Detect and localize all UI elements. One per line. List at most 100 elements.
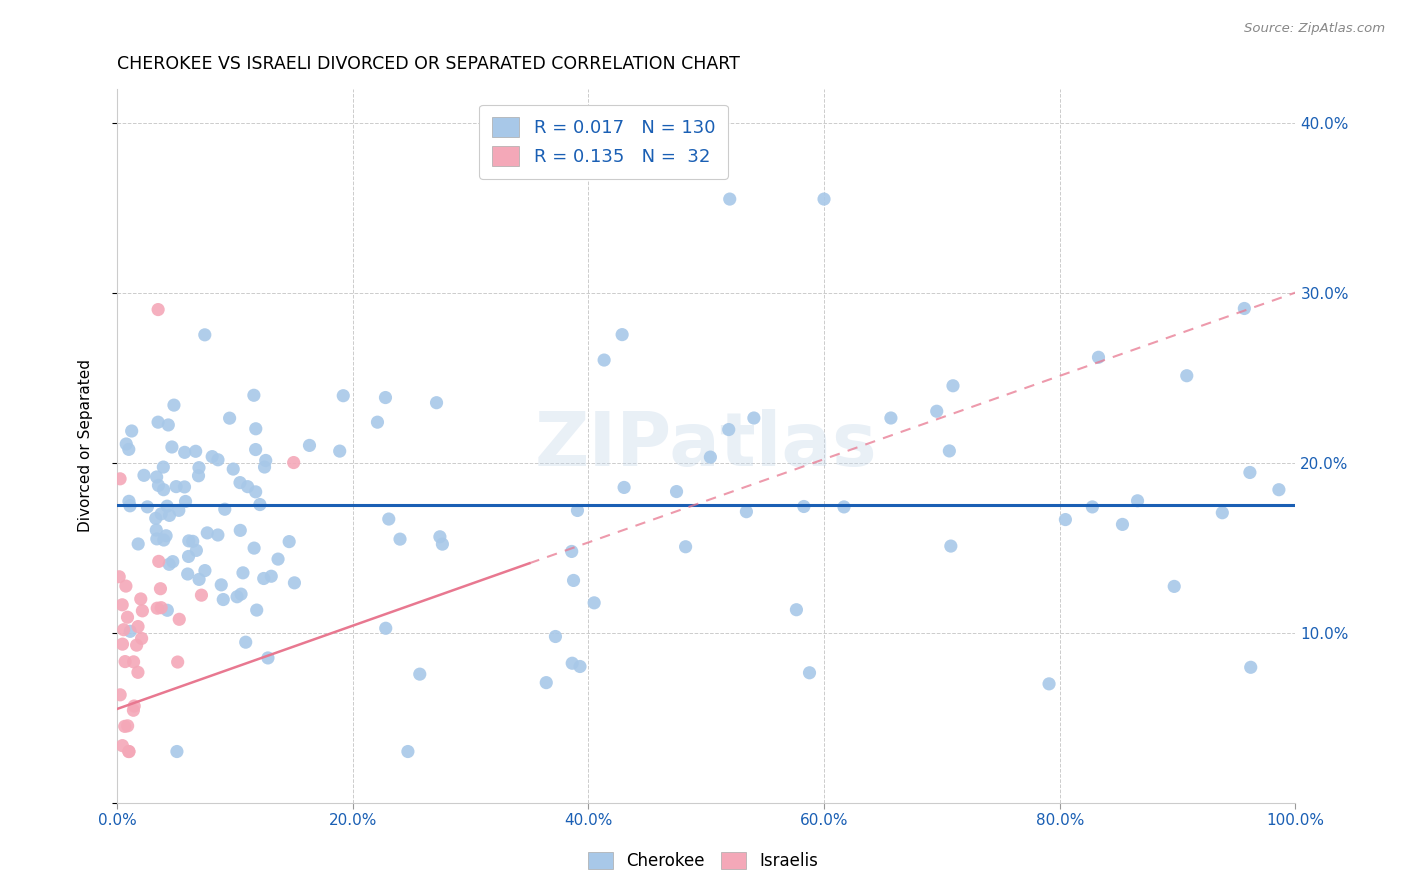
Point <box>131 632 153 646</box>
Point <box>152 460 174 475</box>
Point <box>136 500 159 514</box>
Point <box>610 327 633 342</box>
Point <box>145 523 167 537</box>
Point <box>118 745 141 759</box>
Point <box>173 480 195 494</box>
Point <box>186 543 208 558</box>
Point <box>111 637 134 651</box>
Point <box>127 619 149 633</box>
Point <box>112 623 135 637</box>
Point <box>118 442 141 457</box>
Point <box>1054 512 1077 526</box>
Point <box>148 478 170 492</box>
Point <box>146 302 169 317</box>
Point <box>432 537 454 551</box>
Point <box>226 590 249 604</box>
Point <box>245 442 267 457</box>
Point <box>167 503 190 517</box>
Point <box>146 532 169 546</box>
Point <box>156 499 179 513</box>
Point <box>925 404 948 418</box>
Point <box>718 192 741 206</box>
Point <box>160 440 183 454</box>
Point <box>207 452 229 467</box>
Point <box>194 327 217 342</box>
Point <box>111 598 134 612</box>
Point <box>1111 517 1133 532</box>
Point <box>939 539 962 553</box>
Point <box>125 638 148 652</box>
Point <box>257 651 280 665</box>
Point <box>813 192 835 206</box>
Point <box>429 530 451 544</box>
Point <box>184 444 207 458</box>
Point <box>212 592 235 607</box>
Point <box>267 552 290 566</box>
Point <box>1268 483 1291 497</box>
Point <box>162 555 184 569</box>
Point <box>117 719 139 733</box>
Point <box>1081 500 1104 514</box>
Point <box>148 554 170 568</box>
Point <box>155 529 177 543</box>
Point <box>880 411 903 425</box>
Point <box>793 500 815 514</box>
Point <box>150 600 173 615</box>
Point <box>1240 660 1263 674</box>
Point <box>396 745 419 759</box>
Point <box>209 578 232 592</box>
Point <box>108 570 131 584</box>
Point <box>735 505 758 519</box>
Point <box>544 630 567 644</box>
Point <box>122 703 145 717</box>
Point <box>561 657 583 671</box>
Point <box>118 745 141 759</box>
Point <box>283 456 305 470</box>
Point <box>243 388 266 402</box>
Point <box>229 587 252 601</box>
Point <box>1038 677 1060 691</box>
Point <box>146 415 169 429</box>
Point <box>742 411 765 425</box>
Point <box>188 460 211 475</box>
Point <box>127 537 149 551</box>
Point <box>569 659 592 673</box>
Point <box>409 667 432 681</box>
Point <box>243 541 266 555</box>
Point <box>366 415 388 429</box>
Point <box>374 391 396 405</box>
Point <box>150 507 173 521</box>
Point <box>235 635 257 649</box>
Point <box>166 655 188 669</box>
Point <box>1163 579 1185 593</box>
Point <box>717 423 740 437</box>
Point <box>260 569 283 583</box>
Point <box>253 572 276 586</box>
Y-axis label: Divorced or Separated: Divorced or Separated <box>79 359 93 532</box>
Point <box>1233 301 1256 316</box>
Point <box>832 500 855 514</box>
Point <box>157 558 180 572</box>
Point <box>194 564 217 578</box>
Point <box>561 544 583 558</box>
Point <box>374 621 396 635</box>
Point <box>108 688 131 702</box>
Point <box>108 472 131 486</box>
Point <box>278 534 301 549</box>
Point <box>115 437 138 451</box>
Point <box>1239 466 1261 480</box>
Point <box>613 480 636 494</box>
Point <box>122 655 145 669</box>
Point <box>593 353 616 368</box>
Point <box>536 675 558 690</box>
Point <box>1126 493 1149 508</box>
Point <box>114 655 136 669</box>
Point <box>799 665 821 680</box>
Point <box>207 528 229 542</box>
Point <box>177 533 200 548</box>
Point <box>121 424 143 438</box>
Point <box>166 745 188 759</box>
Point <box>583 596 606 610</box>
Point <box>236 480 259 494</box>
Point <box>156 603 179 617</box>
